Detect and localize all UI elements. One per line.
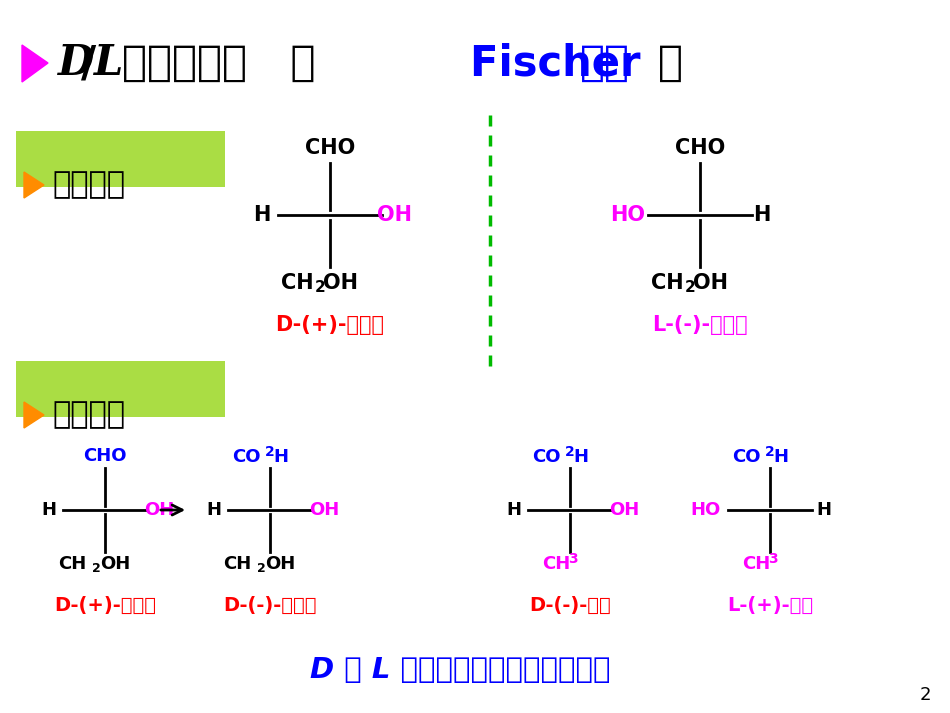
- Text: H: H: [254, 205, 271, 225]
- Text: ）: ）: [658, 42, 683, 84]
- Text: CH: CH: [742, 555, 770, 573]
- FancyBboxPatch shape: [16, 361, 225, 417]
- Text: OH: OH: [309, 501, 339, 519]
- Text: Fischer: Fischer: [470, 42, 655, 84]
- Text: D: D: [58, 42, 94, 84]
- Text: OH: OH: [609, 501, 639, 519]
- Polygon shape: [24, 402, 44, 428]
- Text: L: L: [94, 42, 124, 84]
- Text: CHO: CHO: [674, 138, 725, 158]
- Text: 惯例: 惯例: [580, 42, 630, 84]
- Text: CH: CH: [542, 555, 570, 573]
- Text: H: H: [42, 501, 56, 519]
- Text: D-(-)-乳酸: D-(-)-乳酸: [529, 595, 611, 615]
- Text: L-(+)-乳酸: L-(+)-乳酸: [727, 595, 813, 615]
- Text: 参照标准: 参照标准: [52, 170, 125, 200]
- Text: CHO: CHO: [305, 138, 355, 158]
- Text: HO: HO: [691, 501, 721, 519]
- Text: OH: OH: [100, 555, 130, 573]
- Text: 2: 2: [265, 445, 275, 459]
- Text: CO: CO: [532, 448, 560, 466]
- Text: H: H: [573, 448, 588, 466]
- Text: 2: 2: [92, 563, 101, 575]
- Text: CO: CO: [732, 448, 761, 466]
- Text: D-(-)-甘油酸: D-(-)-甘油酸: [223, 595, 316, 615]
- Text: H: H: [506, 501, 522, 519]
- Text: CH: CH: [58, 555, 86, 573]
- Text: OH: OH: [143, 501, 174, 519]
- Text: HO: HO: [611, 205, 645, 225]
- Text: CO: CO: [232, 448, 260, 466]
- FancyBboxPatch shape: [16, 131, 225, 187]
- Text: 2: 2: [920, 686, 931, 704]
- Text: 2: 2: [315, 280, 326, 295]
- Text: OH: OH: [693, 273, 728, 293]
- Text: 相对构型法   （: 相对构型法 （: [122, 42, 315, 84]
- Text: H: H: [206, 501, 221, 519]
- Text: D 、 L 与旋光度方向没有必然联系: D 、 L 与旋光度方向没有必然联系: [310, 656, 610, 684]
- Text: CH: CH: [223, 555, 251, 573]
- Text: CH: CH: [281, 273, 314, 293]
- Text: 2: 2: [685, 280, 695, 295]
- Text: CH: CH: [651, 273, 684, 293]
- Text: OH: OH: [323, 273, 358, 293]
- Text: /: /: [81, 42, 96, 84]
- Text: H: H: [773, 448, 788, 466]
- Polygon shape: [24, 172, 44, 198]
- Text: 2: 2: [765, 445, 775, 459]
- Text: L-(-)-甘油醛: L-(-)-甘油醛: [653, 315, 748, 335]
- Text: H: H: [273, 448, 288, 466]
- Text: 3: 3: [768, 552, 778, 566]
- Text: OH: OH: [377, 205, 412, 225]
- Text: 2: 2: [565, 445, 575, 459]
- Text: 化学关联: 化学关联: [52, 401, 125, 429]
- Text: H: H: [816, 501, 831, 519]
- Text: D-(+)-甘油醛: D-(+)-甘油醛: [276, 315, 385, 335]
- Text: OH: OH: [265, 555, 295, 573]
- Text: H: H: [753, 205, 770, 225]
- Text: 2: 2: [257, 563, 266, 575]
- Text: 3: 3: [568, 552, 578, 566]
- Text: D-(+)-甘油醛: D-(+)-甘油醛: [54, 595, 156, 615]
- Text: CHO: CHO: [84, 447, 126, 465]
- Polygon shape: [22, 45, 48, 82]
